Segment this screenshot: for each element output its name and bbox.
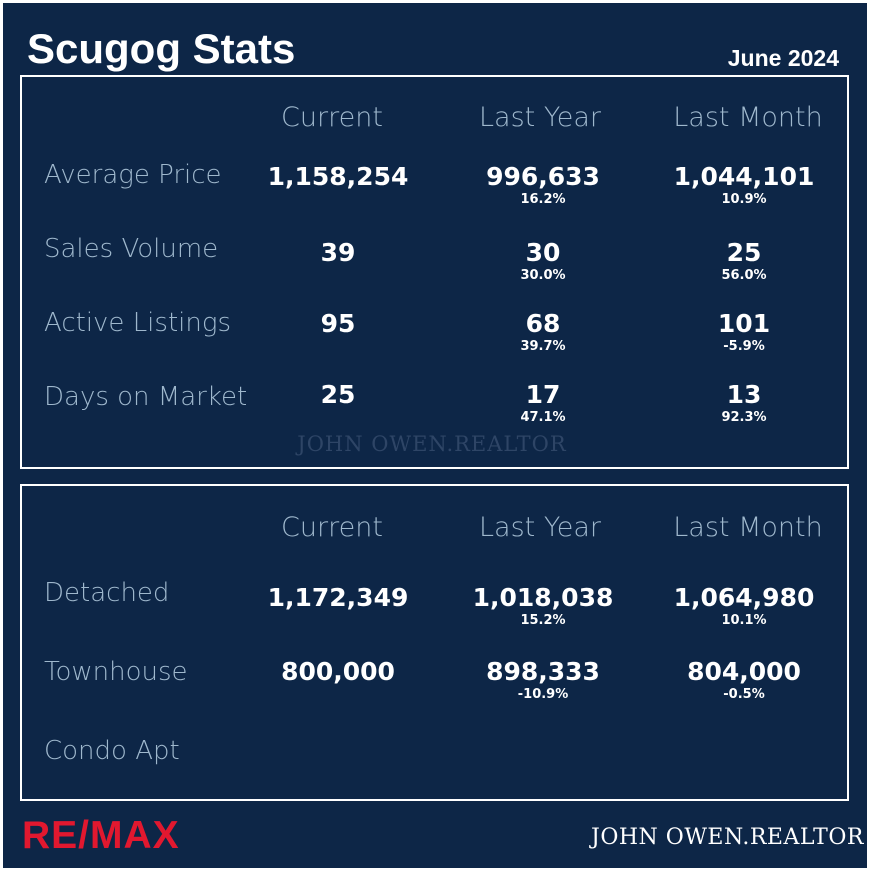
realtor-brand: JOHN OWEN.REALTOR [591, 825, 864, 850]
market-summary-panel: Current Last Year Last Month Average Pri… [20, 75, 849, 469]
sales-volume-current: 39 [320, 238, 356, 267]
sales-volume-last-year: 30 [525, 238, 561, 267]
days-on-market-last-year-change: 47.1% [520, 410, 566, 425]
days-on-market-current: 25 [320, 380, 356, 409]
detached-last-year: 1,018,038 [472, 583, 614, 612]
column-header-last-year: Last Year [479, 102, 601, 133]
active-listings-current: 95 [320, 309, 356, 338]
remax-logo: RE/MAX [22, 814, 180, 857]
sales-volume-last-month-change: 56.0% [721, 268, 767, 283]
townhouse-current: 800,000 [281, 657, 395, 686]
average-price-last-year: 996,633 [486, 162, 600, 191]
stats-card: Scugog Stats June 2024 Current Last Year… [3, 3, 867, 868]
sales-volume-last-year-change: 30.0% [520, 268, 566, 283]
active-listings-last-year: 68 [525, 309, 561, 338]
detached-last-year-change: 15.2% [520, 613, 566, 628]
row-label-active-listings: Active Listings [44, 308, 231, 338]
column-header-last-month: Last Month [673, 102, 823, 133]
active-listings-last-month: 101 [717, 309, 771, 338]
column-header-current: Current [281, 512, 383, 543]
row-label-townhouse: Townhouse [44, 657, 188, 687]
report-period: June 2024 [727, 45, 839, 71]
watermark: JOHN OWEN.REALTOR [297, 432, 567, 456]
average-price-last-month: 1,044,101 [673, 162, 815, 191]
column-header-current: Current [281, 102, 383, 133]
average-price-current: 1,158,254 [267, 162, 409, 191]
townhouse-last-month: 804,000 [687, 657, 801, 686]
row-label-sales-volume: Sales Volume [44, 234, 219, 264]
column-header-last-month: Last Month [673, 512, 823, 543]
townhouse-last-year-change: -10.9% [517, 687, 569, 702]
row-label-condo-apt: Condo Apt [44, 736, 180, 766]
average-price-last-month-change: 10.9% [721, 192, 767, 207]
page-title: Scugog Stats [27, 25, 296, 72]
days-on-market-last-year: 17 [525, 380, 561, 409]
days-on-market-last-month: 13 [726, 380, 762, 409]
detached-last-month-change: 10.1% [721, 613, 767, 628]
row-label-days-on-market: Days on Market [44, 382, 248, 412]
townhouse-last-month-change: -0.5% [723, 687, 765, 702]
detached-current: 1,172,349 [267, 583, 409, 612]
column-header-last-year: Last Year [479, 512, 601, 543]
row-label-average-price: Average Price [44, 160, 222, 190]
active-listings-last-year-change: 39.7% [520, 339, 566, 354]
townhouse-last-year: 898,333 [486, 657, 600, 686]
property-type-panel: Current Last Year Last Month Detached 1,… [20, 484, 849, 801]
detached-last-month: 1,064,980 [673, 583, 815, 612]
sales-volume-last-month: 25 [726, 238, 762, 267]
days-on-market-last-month-change: 92.3% [721, 410, 767, 425]
active-listings-last-month-change: -5.9% [723, 339, 765, 354]
row-label-detached: Detached [44, 578, 170, 608]
average-price-last-year-change: 16.2% [520, 192, 566, 207]
